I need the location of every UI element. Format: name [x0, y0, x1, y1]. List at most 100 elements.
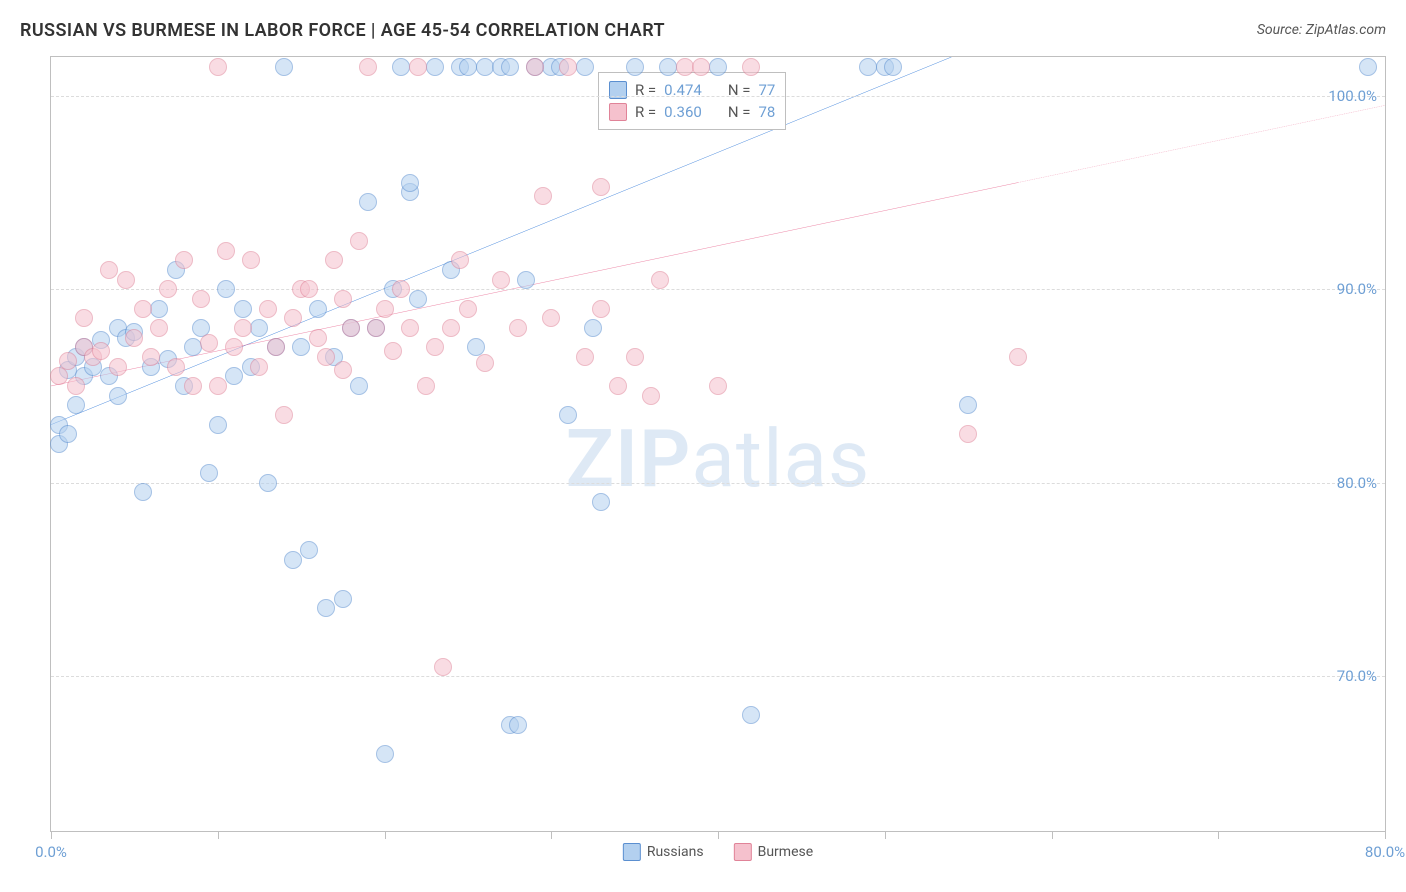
scatter-point-russians — [592, 493, 610, 511]
scatter-point-russians — [109, 387, 127, 405]
scatter-point-burmese — [100, 261, 118, 279]
scatter-point-russians — [626, 58, 644, 76]
stats-row-russians: R = 0.474 N = 77 — [609, 79, 775, 101]
stats-n-label: N = — [728, 81, 751, 99]
scatter-point-burmese — [342, 319, 360, 337]
scatter-point-burmese — [167, 358, 185, 376]
scatter-point-russians — [67, 396, 85, 414]
scatter-point-burmese — [459, 300, 477, 318]
gridline-h — [51, 483, 1385, 484]
scatter-point-burmese — [367, 319, 385, 337]
scatter-point-russians — [150, 300, 168, 318]
scatter-point-burmese — [117, 271, 135, 289]
scatter-point-burmese — [384, 342, 402, 360]
x-tick — [885, 831, 886, 839]
scatter-point-russians — [350, 377, 368, 395]
scatter-point-russians — [709, 58, 727, 76]
stats-r-label: R = — [635, 81, 656, 99]
scatter-point-burmese — [626, 348, 644, 366]
scatter-point-russians — [742, 706, 760, 724]
scatter-point-burmese — [442, 319, 460, 337]
scatter-point-burmese — [192, 290, 210, 308]
scatter-point-burmese — [692, 58, 710, 76]
scatter-point-burmese — [234, 319, 252, 337]
scatter-point-burmese — [284, 309, 302, 327]
scatter-point-burmese — [359, 58, 377, 76]
scatter-point-burmese — [959, 425, 977, 443]
scatter-point-burmese — [225, 338, 243, 356]
scatter-point-burmese — [492, 271, 510, 289]
scatter-point-russians — [184, 338, 202, 356]
stats-box: R = 0.474 N = 77 R = 0.360 N = 78 — [598, 72, 786, 130]
scatter-point-burmese — [1009, 348, 1027, 366]
scatter-point-burmese — [325, 251, 343, 269]
scatter-point-burmese — [409, 58, 427, 76]
scatter-point-russians — [275, 58, 293, 76]
gridline-h — [51, 289, 1385, 290]
scatter-point-russians — [259, 474, 277, 492]
scatter-point-burmese — [376, 300, 394, 318]
x-tick — [718, 831, 719, 839]
chart-container: RUSSIAN VS BURMESE IN LABOR FORCE | AGE … — [0, 0, 1406, 892]
scatter-point-burmese — [150, 319, 168, 337]
regression-line-russians — [51, 57, 951, 425]
scatter-point-russians — [517, 271, 535, 289]
scatter-point-burmese — [242, 251, 260, 269]
legend-label-burmese: Burmese — [758, 844, 814, 860]
scatter-point-burmese — [259, 300, 277, 318]
legend-item-russians: Russians — [623, 843, 704, 861]
chart-title: RUSSIAN VS BURMESE IN LABOR FORCE | AGE … — [20, 20, 665, 41]
x-tick — [1218, 831, 1219, 839]
scatter-point-russians — [392, 58, 410, 76]
scatter-point-russians — [284, 551, 302, 569]
scatter-point-burmese — [392, 280, 410, 298]
stats-r-value-burmese: 0.360 — [664, 103, 702, 121]
legend-item-burmese: Burmese — [734, 843, 814, 861]
scatter-point-russians — [309, 300, 327, 318]
gridline-h — [51, 676, 1385, 677]
scatter-point-burmese — [159, 280, 177, 298]
scatter-point-burmese — [417, 377, 435, 395]
scatter-point-burmese — [250, 358, 268, 376]
legend-swatch-burmese — [734, 843, 752, 861]
legend-bottom: Russians Burmese — [623, 843, 813, 861]
scatter-point-burmese — [542, 309, 560, 327]
scatter-point-burmese — [209, 377, 227, 395]
scatter-point-burmese — [476, 354, 494, 372]
scatter-point-burmese — [709, 377, 727, 395]
scatter-point-russians — [576, 58, 594, 76]
y-tick-label: 80.0% — [1337, 474, 1377, 492]
regression-lines-svg — [51, 57, 1385, 831]
scatter-point-burmese — [676, 58, 694, 76]
stats-n-value-russians: 77 — [758, 81, 775, 99]
scatter-point-russians — [59, 425, 77, 443]
scatter-point-burmese — [200, 334, 218, 352]
scatter-point-burmese — [275, 406, 293, 424]
scatter-point-russians — [1359, 58, 1377, 76]
regression-line-dashed-burmese — [1018, 105, 1385, 182]
scatter-point-russians — [134, 483, 152, 501]
scatter-point-burmese — [125, 329, 143, 347]
x-tick — [51, 831, 52, 839]
scatter-point-russians — [884, 58, 902, 76]
scatter-point-burmese — [426, 338, 444, 356]
scatter-point-burmese — [592, 178, 610, 196]
stats-n-value-burmese: 78 — [758, 103, 775, 121]
scatter-point-burmese — [434, 658, 452, 676]
stats-r-label: R = — [635, 103, 656, 121]
source-label: Source: ZipAtlas.com — [1257, 22, 1386, 38]
scatter-point-russians — [317, 599, 335, 617]
scatter-point-burmese — [576, 348, 594, 366]
scatter-point-burmese — [175, 251, 193, 269]
scatter-point-burmese — [67, 377, 85, 395]
scatter-point-russians — [659, 58, 677, 76]
scatter-point-burmese — [451, 251, 469, 269]
stats-row-burmese: R = 0.360 N = 78 — [609, 101, 775, 123]
stats-swatch-russians — [609, 81, 627, 99]
y-tick-label: 70.0% — [1337, 667, 1377, 685]
scatter-point-burmese — [184, 377, 202, 395]
scatter-point-russians — [225, 367, 243, 385]
scatter-point-russians — [509, 716, 527, 734]
x-tick — [385, 831, 386, 839]
scatter-point-burmese — [217, 242, 235, 260]
